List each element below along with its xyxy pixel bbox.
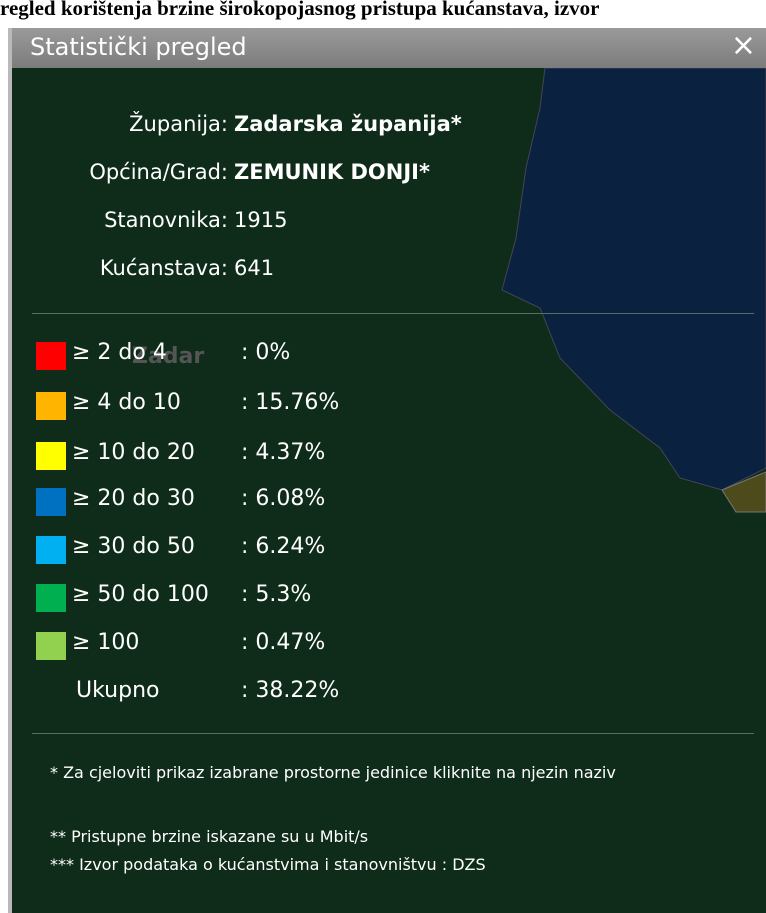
info-row: Županija: Zadarska županija* <box>22 112 462 136</box>
legend-label: ≥ 30 do 50 <box>72 534 195 559</box>
legend-swatch <box>36 342 66 370</box>
legend-swatch <box>36 392 66 420</box>
footnote: * Za cjeloviti prikaz izabrane prostorne… <box>50 763 616 782</box>
map-label: Zadar <box>132 344 205 369</box>
legend-row: ≥ 2 do 4 : 0% <box>36 340 436 372</box>
legend-value: : 5.3% <box>241 582 312 607</box>
legend-label: ≥ 20 do 30 <box>72 486 195 511</box>
legend-label: ≥ 100 <box>72 630 140 655</box>
legend-row: ≥ 10 do 20 : 4.37% <box>36 440 436 472</box>
legend-label: ≥ 50 do 100 <box>72 582 209 607</box>
total-row: Ukupno : 38.22% <box>36 678 436 710</box>
total-label: Ukupno <box>76 678 160 703</box>
info-label: Kućanstava: <box>99 256 228 280</box>
legend-swatch <box>36 536 66 564</box>
legend-row: ≥ 20 do 30 : 6.08% <box>36 486 436 518</box>
close-button[interactable]: × <box>730 28 756 63</box>
legend-label: ≥ 10 do 20 <box>72 440 195 465</box>
stats-panel: Zadar Statistički pregled × Županija: Zad… <box>8 28 766 913</box>
info-value: 641 <box>234 256 275 280</box>
legend-swatch <box>36 584 66 612</box>
legend-label: ≥ 2 do 4 <box>72 340 167 365</box>
legend-value: : 4.37% <box>241 440 326 465</box>
legend-value: : 6.08% <box>241 486 326 511</box>
legend-row: ≥ 50 do 100 : 5.3% <box>36 582 436 614</box>
legend-value: : 0.47% <box>241 630 326 655</box>
info-label: Stanovnika: <box>104 208 228 232</box>
info-value: ZEMUNIK DONJI* <box>234 160 430 184</box>
legend-swatch <box>36 488 66 516</box>
separator <box>32 313 754 314</box>
total-value: : 38.22% <box>241 678 340 703</box>
legend-value: : 0% <box>241 340 291 365</box>
separator <box>32 733 754 734</box>
legend-row: ≥ 4 do 10 : 15.76% <box>36 390 436 422</box>
info-row: Stanovnika: 1915 <box>22 208 287 232</box>
map-region <box>501 67 766 491</box>
legend-value: : 6.24% <box>241 534 326 559</box>
legend-value: : 15.76% <box>241 390 340 415</box>
map-region <box>721 471 766 513</box>
info-row: Kućanstava: 641 <box>22 256 274 280</box>
legend-swatch <box>36 442 66 470</box>
info-row: Općina/Grad: ZEMUNIK DONJI* <box>22 160 430 184</box>
info-label: Županija: <box>129 112 228 136</box>
legend-label: ≥ 4 do 10 <box>72 390 181 415</box>
map <box>501 67 766 513</box>
legend-swatch <box>36 632 66 660</box>
page-title: regled korištenja brzine širokopojasnog … <box>0 0 600 20</box>
info-value: Zadarska županija* <box>234 112 462 136</box>
legend-row: ≥ 30 do 50 : 6.24% <box>36 534 436 566</box>
legend-row: ≥ 100 : 0.47% <box>36 630 436 662</box>
info-label: Općina/Grad: <box>89 160 228 184</box>
panel-title: Statistički pregled <box>30 33 247 61</box>
info-value: 1915 <box>234 208 288 232</box>
footnote: ** Pristupne brzine iskazane su u Mbit/s <box>50 827 369 846</box>
panel-header: Statistički pregled × <box>12 28 766 68</box>
footnote: *** Izvor podataka o kućanstvima i stano… <box>50 855 486 874</box>
